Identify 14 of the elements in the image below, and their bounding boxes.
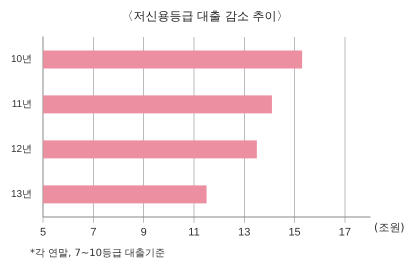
x-tick-label: 7	[90, 226, 96, 238]
x-tick-label: 15	[288, 226, 301, 238]
x-tick-label: 13	[238, 226, 250, 238]
x-tick-label: 17	[338, 226, 351, 238]
y-tick-label: 13년	[11, 189, 32, 200]
text: *각 연말, 7~10등급 대출기준	[30, 247, 166, 260]
x-tick-label: 9	[140, 226, 147, 238]
y-tick-label: 11년	[12, 99, 32, 110]
x-tick-label: 11	[188, 226, 200, 238]
chart-title: 〈저신용등급 대출 감소 추이〉	[120, 8, 290, 25]
x-tick-label: 5	[40, 226, 46, 238]
y-tick-label: 12년	[11, 144, 32, 156]
x-axis-title: (조원)	[374, 221, 405, 234]
y-tick-label: 10년	[11, 54, 32, 66]
